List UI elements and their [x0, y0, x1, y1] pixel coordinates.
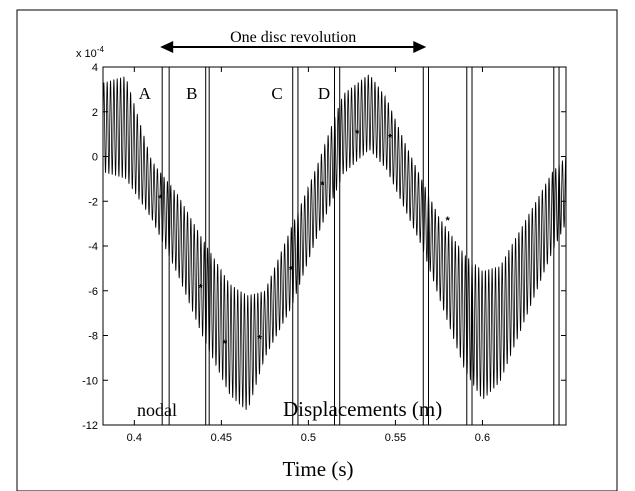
x-tick-label: 0.45 [211, 432, 232, 444]
displacements-label: Displacements (m) [283, 397, 442, 421]
marker-point: * [355, 128, 360, 140]
x-axis-label: Time (s) [283, 457, 354, 481]
marker-point: * [289, 264, 294, 276]
y-tick-label: -4 [88, 241, 98, 253]
markers: * * * * * * * * * [158, 128, 450, 350]
marker-point: * [198, 282, 203, 294]
section-label: B [186, 84, 197, 103]
y-tick-label: 4 [92, 62, 98, 74]
x-tick-label: 0.4 [127, 432, 142, 444]
y-tick-label: -6 [88, 286, 98, 298]
vertical-lines [161, 67, 560, 425]
y-tick-label: -8 [88, 331, 98, 343]
marker-point: * [445, 215, 450, 227]
arrow-head-right [413, 41, 427, 53]
marker-point: * [320, 179, 325, 191]
x-tick-label: 0.55 [385, 432, 406, 444]
nodal-label: nodal [137, 400, 177, 420]
y-tick-label: -2 [88, 196, 98, 208]
revolution-arrow [160, 41, 427, 53]
y-tick-label: -10 [82, 375, 98, 387]
y-axis-ticks: -12 -10 -8 -6 -4 -2 0 2 4 [82, 62, 566, 432]
y-tick-label: 0 [92, 152, 98, 164]
marker-point: * [388, 132, 393, 144]
section-labels: A B C D [139, 84, 331, 103]
section-label: A [139, 84, 152, 103]
figure-frame [16, 9, 618, 491]
x-axis-ticks: 0.4 0.45 0.5 0.55 0.6 [127, 67, 490, 444]
marker-point: * [158, 193, 163, 205]
marker-point: * [223, 338, 228, 350]
y-tick-label: 2 [92, 107, 98, 119]
revolution-label: One disc revolution [230, 29, 356, 46]
x-tick-label: 0.5 [301, 432, 316, 444]
arrow-head-left [160, 41, 174, 53]
section-label: D [318, 84, 330, 103]
marker-point: * [258, 334, 263, 346]
y-tick-label: -12 [82, 420, 98, 432]
section-label: C [271, 84, 282, 103]
y-scale-label: x 10-4 [76, 45, 104, 60]
x-tick-label: 0.6 [475, 432, 490, 444]
